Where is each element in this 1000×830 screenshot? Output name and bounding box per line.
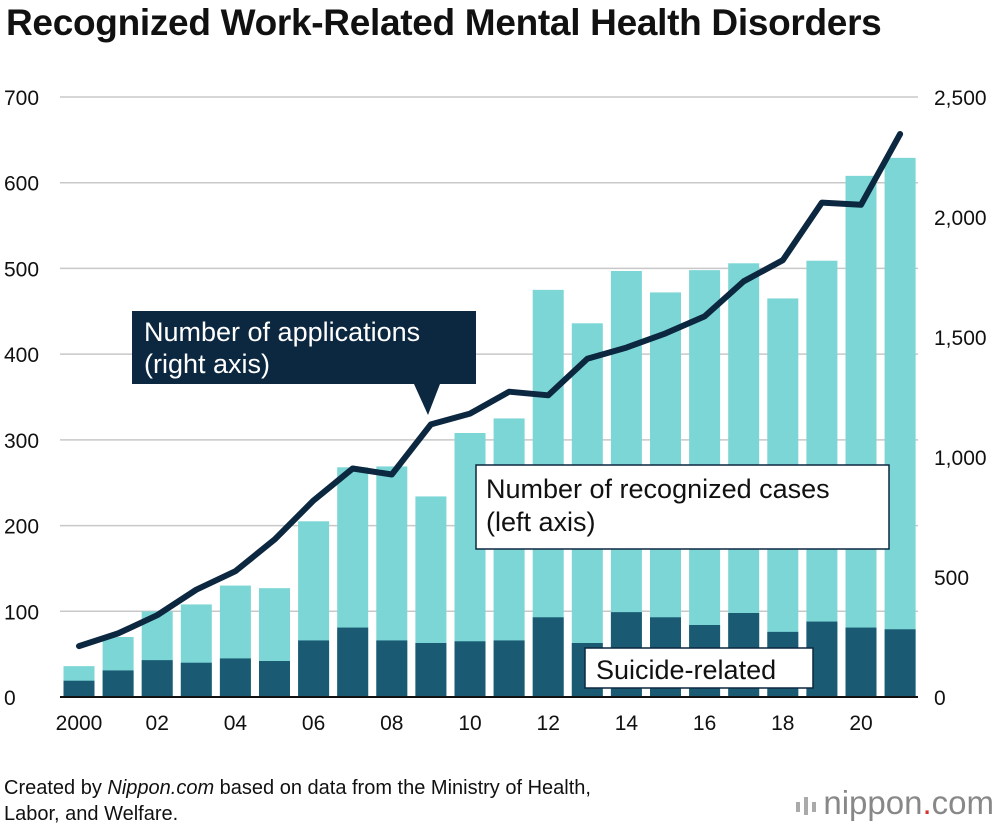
x-tick-label: 02	[146, 712, 169, 735]
logo-bars-icon	[796, 797, 817, 816]
logo-dot: .	[922, 784, 932, 821]
nippon-logo: nippon.com	[795, 784, 994, 822]
right-tick-label: 1,000	[934, 447, 987, 470]
left-tick-label: 500	[4, 258, 39, 281]
chart: 0 100 200 300 400 500 600 700 0 500 1,000 1,500 2,0…	[4, 87, 987, 735]
source-suffix: based on data from the Ministry of Healt…	[214, 777, 591, 799]
suicide-related-bar	[102, 670, 134, 697]
recognized-cases-bar	[884, 157, 916, 697]
source-line2: Labor, and Welfare.	[4, 803, 179, 825]
left-tick-label: 300	[4, 430, 39, 453]
suicide-related-bar	[415, 643, 447, 697]
recognized-cases-bar	[845, 175, 877, 697]
right-axis-ticks: 0 500 1,000 1,500 2,000 2,500	[934, 87, 987, 710]
left-axis-ticks: 0 100 200 300 400 500 600 700	[4, 87, 39, 710]
left-tick-label: 100	[4, 601, 39, 624]
suicide-related-bar	[493, 640, 525, 697]
source-prefix: Created by	[4, 777, 108, 799]
x-tick-label: 16	[693, 712, 716, 735]
suicide-related-bar	[376, 640, 408, 697]
x-tick-label: 08	[380, 712, 403, 735]
applications-line	[76, 131, 904, 650]
x-tick-label: 10	[458, 712, 481, 735]
right-tick-label: 500	[934, 567, 969, 590]
applications-label-line1: Number of applications	[144, 317, 420, 347]
recognized-cases-bars	[63, 157, 916, 697]
left-tick-label: 600	[4, 173, 39, 196]
cases-callout: Number of recognized cases (left axis)	[475, 464, 890, 550]
suicide-related-bar	[298, 640, 330, 697]
x-axis-ticks: 2000 02 04 06 08 10 12 14 16 18 20	[56, 712, 873, 735]
suicide-related-bar	[337, 627, 369, 697]
suicide-related-bar	[259, 661, 290, 697]
x-tick-label: 18	[771, 712, 794, 735]
source-note: Created by Nippon.com based on data from…	[4, 775, 591, 827]
right-tick-label: 0	[934, 687, 946, 710]
suicide-callout: Suicide-related	[584, 647, 814, 689]
suicide-related-bar	[63, 680, 95, 697]
suicide-related-bar	[884, 629, 916, 697]
left-tick-label: 200	[4, 516, 39, 539]
x-tick-label: 06	[302, 712, 325, 735]
right-tick-label: 1,500	[934, 327, 987, 350]
cases-label-line2: (left axis)	[486, 507, 596, 537]
x-tick-label: 04	[224, 712, 248, 735]
chart-title: Recognized Work-Related Mental Health Di…	[6, 2, 882, 43]
suicide-related-bar	[180, 662, 212, 697]
suicide-related-bar	[532, 617, 564, 697]
right-tick-label: 2,000	[934, 207, 987, 230]
x-tick-label: 2000	[56, 712, 103, 735]
x-tick-label: 12	[537, 712, 560, 735]
applications-label-line2: (right axis)	[144, 349, 270, 379]
left-tick-label: 700	[4, 87, 39, 110]
left-tick-label: 0	[4, 687, 16, 710]
applications-callout: Number of applications (right axis)	[132, 311, 476, 415]
suicide-related-bar	[845, 627, 877, 697]
right-tick-label: 2,500	[934, 87, 987, 110]
logo-text-2: com	[931, 784, 994, 821]
left-tick-label: 400	[4, 344, 39, 367]
suicide-related-bar	[219, 658, 251, 697]
suicide-label: Suicide-related	[596, 655, 776, 685]
source-publisher: Nippon.com	[107, 777, 215, 799]
logo-text-1: nippon	[823, 784, 923, 821]
x-tick-label: 14	[615, 712, 639, 735]
suicide-related-bar	[141, 660, 173, 697]
suicide-related-bar	[454, 641, 486, 697]
x-tick-label: 20	[849, 712, 872, 735]
cases-label-line1: Number of recognized cases	[486, 474, 830, 504]
